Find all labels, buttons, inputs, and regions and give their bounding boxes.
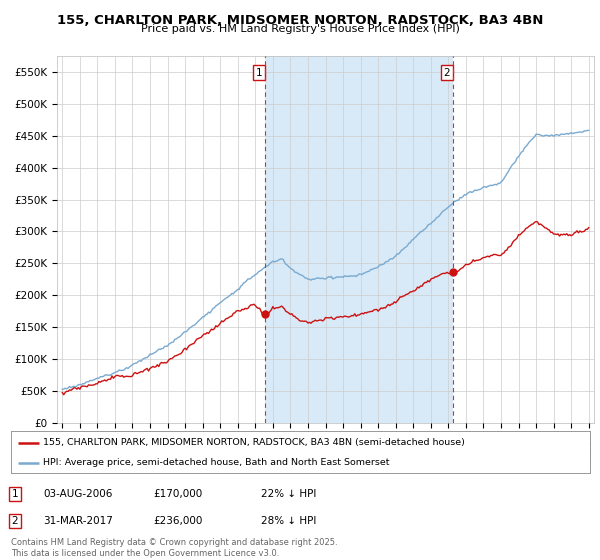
Text: 2: 2 <box>11 516 19 526</box>
Text: 22% ↓ HPI: 22% ↓ HPI <box>261 489 316 499</box>
Text: 1: 1 <box>256 68 263 77</box>
Text: 155, CHARLTON PARK, MIDSOMER NORTON, RADSTOCK, BA3 4BN (semi-detached house): 155, CHARLTON PARK, MIDSOMER NORTON, RAD… <box>43 438 464 447</box>
Text: 155, CHARLTON PARK, MIDSOMER NORTON, RADSTOCK, BA3 4BN: 155, CHARLTON PARK, MIDSOMER NORTON, RAD… <box>57 14 543 27</box>
Text: 1: 1 <box>11 489 19 499</box>
Text: £170,000: £170,000 <box>153 489 202 499</box>
Text: 28% ↓ HPI: 28% ↓ HPI <box>261 516 316 526</box>
Text: 31-MAR-2017: 31-MAR-2017 <box>43 516 113 526</box>
Text: 03-AUG-2006: 03-AUG-2006 <box>43 489 113 499</box>
Text: HPI: Average price, semi-detached house, Bath and North East Somerset: HPI: Average price, semi-detached house,… <box>43 458 389 467</box>
Bar <box>265 56 453 423</box>
Text: £236,000: £236,000 <box>153 516 202 526</box>
Text: 2: 2 <box>443 68 450 77</box>
Text: Price paid vs. HM Land Registry's House Price Index (HPI): Price paid vs. HM Land Registry's House … <box>140 24 460 34</box>
Text: Contains HM Land Registry data © Crown copyright and database right 2025.
This d: Contains HM Land Registry data © Crown c… <box>11 538 337 558</box>
